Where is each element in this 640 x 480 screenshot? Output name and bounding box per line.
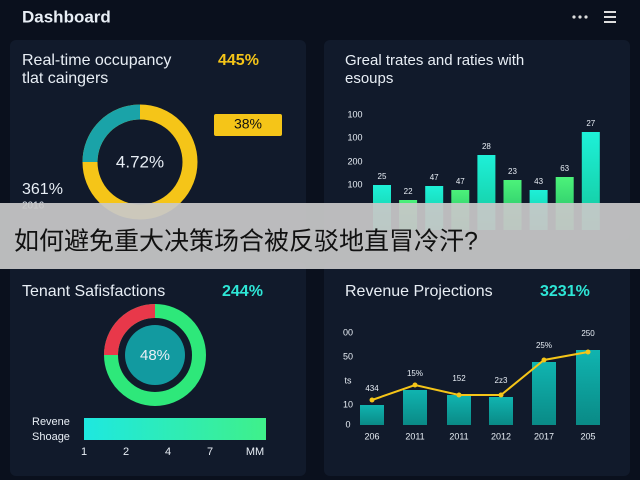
- legend-label: Revene: [32, 416, 70, 428]
- axis-label: 1: [81, 446, 87, 458]
- panel: [324, 40, 630, 240]
- panel-title: Tenant Safisfactions: [22, 283, 165, 300]
- header-title: Dashboard: [22, 7, 111, 26]
- donut-segment: [104, 304, 156, 356]
- bar-label: 250: [581, 329, 595, 338]
- bar-label: 25: [378, 172, 387, 181]
- bar-label: 47: [430, 173, 439, 182]
- x-tick-label: 206: [364, 431, 379, 441]
- panel-title: esoups: [345, 70, 393, 87]
- trend-line: [371, 351, 589, 401]
- banner: [0, 203, 640, 269]
- panel: [10, 40, 306, 240]
- progress-bar: [84, 418, 266, 440]
- callout: [214, 114, 282, 136]
- x-tick-label: 2011: [405, 431, 424, 441]
- y-tick-label: 200: [347, 156, 362, 166]
- axis-label: 2: [123, 446, 129, 458]
- bar-label: 434: [365, 384, 379, 393]
- banner-text: 如何避免重大决策场合被反驳地直冒冷汗?: [14, 228, 478, 256]
- bar-label: 43: [534, 177, 543, 186]
- donut-center: 48%: [140, 347, 170, 364]
- y-tick-label: 100: [347, 132, 362, 142]
- highlight: 3231%: [540, 283, 590, 300]
- header-icons[interactable]: [572, 11, 616, 23]
- bar-label: 15%: [407, 369, 423, 378]
- panel-title: Greal trates and raties with: [345, 52, 524, 69]
- axis-label: 7: [207, 446, 213, 458]
- x-tick-label: 2017: [534, 431, 554, 441]
- bar-label: 22: [404, 187, 413, 196]
- callout-text: 38%: [234, 116, 262, 132]
- panel-title: tlat caingers: [22, 70, 108, 87]
- bar: [489, 397, 513, 425]
- line-point: [369, 397, 375, 403]
- bar-label: 23: [508, 167, 517, 176]
- line-point: [541, 357, 547, 363]
- bar-label: 25%: [536, 341, 552, 350]
- bar-label: 63: [560, 164, 569, 173]
- y-tick-label: 00: [343, 327, 353, 337]
- axis-label: MM: [246, 446, 264, 458]
- donut-center: 4.72%: [116, 152, 164, 171]
- y-tick-label: ts: [344, 375, 352, 385]
- x-tick-label: 2012: [491, 431, 511, 441]
- bar-label: 28: [482, 142, 491, 151]
- x-tick-label: 205: [580, 431, 595, 441]
- line-point: [585, 349, 591, 355]
- line-point: [498, 392, 504, 398]
- bar: [360, 405, 384, 425]
- bar: [447, 395, 471, 425]
- axis-label: 4: [165, 446, 171, 458]
- bar-label: 152: [452, 374, 466, 383]
- bar-label: 2z3: [495, 376, 508, 385]
- bar: [403, 390, 427, 425]
- y-tick-label: 0: [345, 419, 350, 429]
- panel-title: Real-time occupancy: [22, 52, 171, 69]
- y-tick-label: 50: [343, 351, 353, 361]
- bar-label: 27: [586, 119, 595, 128]
- y-tick-label: 100: [347, 179, 362, 189]
- panel-title: Revenue Projections: [345, 283, 493, 300]
- donut-segment: [82, 104, 141, 163]
- legend-label: Shoage: [32, 431, 70, 443]
- bar: [576, 350, 600, 425]
- side-value: 361%: [22, 181, 63, 198]
- line-point: [456, 392, 462, 398]
- donut-core: [125, 325, 185, 385]
- y-tick-label: 100: [347, 109, 362, 119]
- highlight: 445%: [218, 52, 259, 69]
- bar-label: 47: [456, 177, 465, 186]
- highlight: 244%: [222, 283, 263, 300]
- x-tick-label: 2011: [449, 431, 468, 441]
- line-point: [412, 382, 418, 388]
- bar: [532, 362, 556, 425]
- y-tick-label: 10: [343, 399, 353, 409]
